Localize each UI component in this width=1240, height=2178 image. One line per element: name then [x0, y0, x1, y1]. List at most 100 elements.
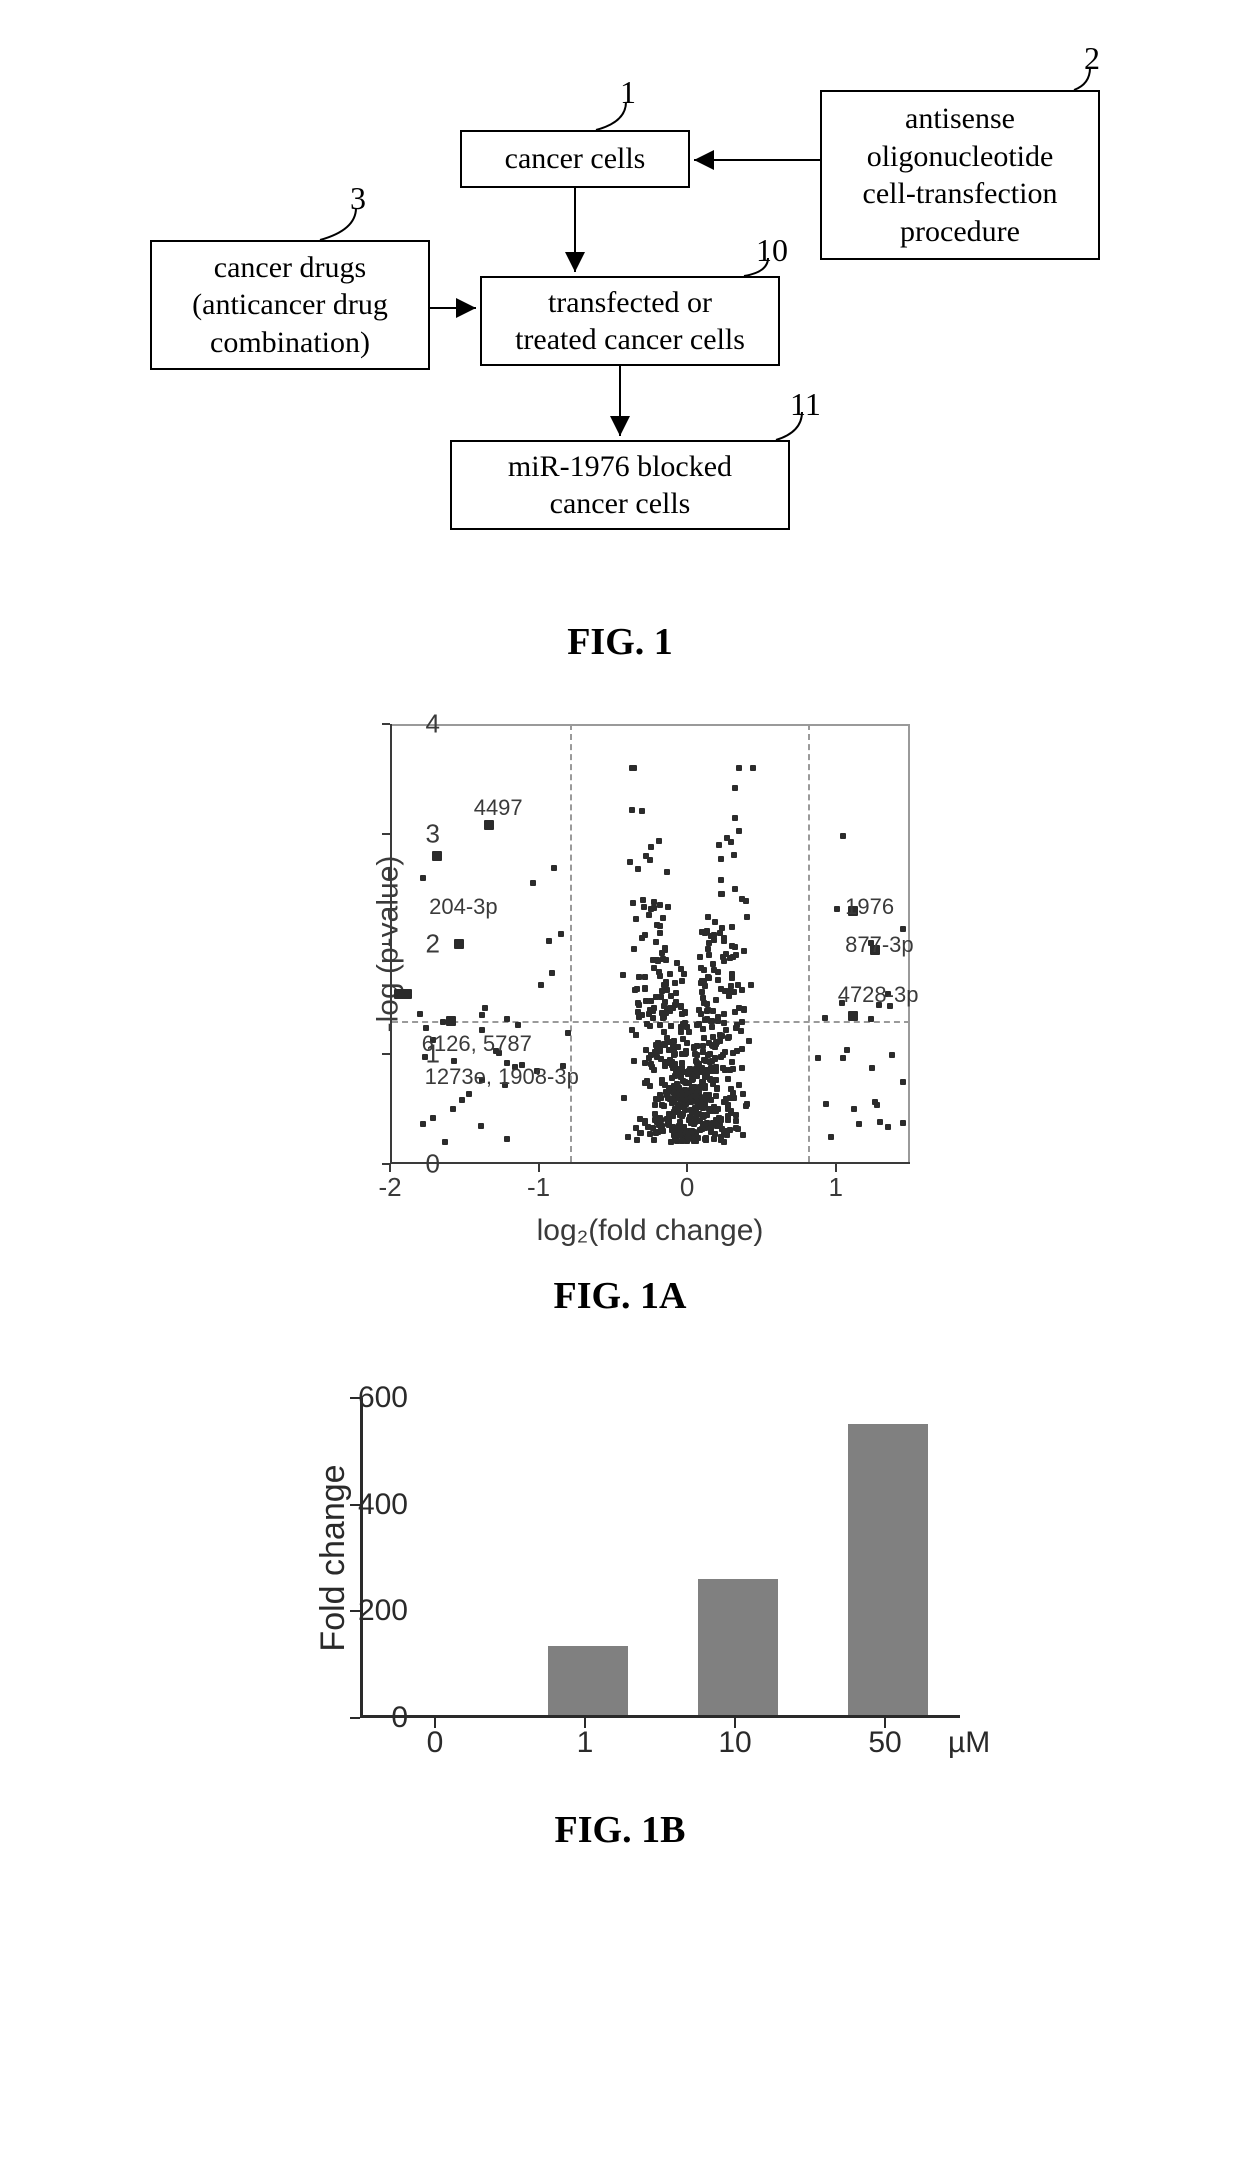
- scatter-point: [705, 914, 711, 920]
- scatter-point: [840, 833, 846, 839]
- scatter-point: [657, 973, 663, 979]
- scatter-point: [484, 820, 494, 830]
- scatter-point: [551, 865, 557, 871]
- scatter-point: [705, 1007, 711, 1013]
- scatter-point: [725, 1106, 731, 1112]
- scatter-point: [647, 1083, 653, 1089]
- scatter-point: [668, 1023, 674, 1029]
- scatter-point: [633, 916, 639, 922]
- scatter-point: [450, 1106, 456, 1112]
- scatter-point: [718, 877, 724, 883]
- fig1a-annotation: 4728-3p: [838, 982, 919, 1008]
- scatter-point: [708, 1065, 714, 1071]
- scatter-point: [740, 1132, 746, 1138]
- scatter-point: [648, 1052, 654, 1058]
- scatter-point: [725, 1076, 731, 1082]
- scatter-point: [815, 1055, 821, 1061]
- scatter-point: [665, 904, 671, 910]
- scatter-point: [856, 1121, 862, 1127]
- scatter-point: [746, 1038, 752, 1044]
- node-text: transfected ortreated cancer cells: [515, 284, 745, 359]
- scatter-point: [627, 859, 633, 865]
- scatter-point: [621, 1095, 627, 1101]
- scatter-point: [840, 1055, 846, 1061]
- scatter-point: [641, 904, 647, 910]
- bar: [548, 1646, 628, 1715]
- scatter-point: [708, 1125, 714, 1131]
- scatter-point: [678, 966, 684, 972]
- scatter-point: [708, 1077, 714, 1083]
- scatter-point: [661, 1014, 667, 1020]
- bar: [848, 1424, 928, 1715]
- scatter-point: [733, 952, 739, 958]
- scatter-point: [723, 1027, 729, 1033]
- node-mir1976-blocked: miR-1976 blockedcancer cells: [450, 440, 790, 530]
- scatter-point: [666, 1118, 672, 1124]
- fig1a-annotation: 1976: [845, 894, 894, 920]
- scatter-point: [696, 1061, 702, 1067]
- fig1b-xtick: 50: [868, 1726, 901, 1760]
- scatter-point: [651, 1137, 657, 1143]
- scatter-point: [466, 1091, 472, 1097]
- scatter-point: [688, 1120, 694, 1126]
- scatter-point: [678, 1029, 684, 1035]
- scatter-point: [713, 1108, 719, 1114]
- scatter-point: [690, 1074, 696, 1080]
- scatter-point: [694, 1052, 700, 1058]
- scatter-point: [711, 1136, 717, 1142]
- scatter-point: [750, 765, 756, 771]
- scatter-point: [874, 1102, 880, 1108]
- scatter-point: [736, 828, 742, 834]
- scatter-point: [735, 1126, 741, 1132]
- scatter-point: [631, 1058, 637, 1064]
- scatter-point: [653, 1042, 659, 1048]
- scatter-point: [700, 1079, 706, 1085]
- fig1b-unit-label: µM: [948, 1726, 990, 1760]
- scatter-point: [721, 1020, 727, 1026]
- scatter-point: [680, 1111, 686, 1117]
- scatter-point: [667, 971, 673, 977]
- scatter-point: [430, 1115, 436, 1121]
- scatter-point: [699, 989, 705, 995]
- scatter-point: [900, 1120, 906, 1126]
- scatter-point: [652, 1117, 658, 1123]
- scatter-point: [706, 975, 712, 981]
- scatter-point: [877, 1119, 883, 1125]
- scatter-point: [713, 1093, 719, 1099]
- scatter-point: [698, 965, 704, 971]
- scatter-point: [664, 869, 670, 875]
- fig1b-caption: FIG. 1B: [220, 1808, 1020, 1852]
- scatter-point: [652, 1102, 658, 1108]
- scatter-point: [643, 853, 649, 859]
- scatter-point: [442, 1139, 448, 1145]
- fig1a-annotation: 204-3p: [429, 894, 498, 920]
- scatter-point: [736, 765, 742, 771]
- scatter-point: [739, 1065, 745, 1071]
- scatter-point: [699, 929, 705, 935]
- scatter-point: [647, 1023, 653, 1029]
- scatter-point: [687, 1066, 693, 1072]
- scatter-point: [661, 1041, 667, 1047]
- scatter-point: [741, 948, 747, 954]
- scatter-point: [733, 1118, 739, 1124]
- scatter-point: [900, 1079, 906, 1085]
- node-transfected-cells: transfected ortreated cancer cells: [480, 276, 780, 366]
- scatter-point: [672, 980, 678, 986]
- scatter-point: [671, 1132, 677, 1138]
- scatter-point: [482, 1005, 488, 1011]
- scatter-point: [679, 978, 685, 984]
- scatter-point: [515, 1022, 521, 1028]
- node-cancer-cells: cancer cells: [460, 130, 690, 188]
- scatter-point: [679, 1092, 685, 1098]
- fig1a-plot-area: 4497204-3p6126, 57871273e, 1908-3p197687…: [390, 724, 910, 1164]
- scatter-point: [738, 1028, 744, 1034]
- scatter-point: [823, 1101, 829, 1107]
- scatter-point: [636, 1002, 642, 1008]
- scatter-point: [549, 970, 555, 976]
- node-antisense-oligo: antisenseoligonucleotidecell-transfectio…: [820, 90, 1100, 260]
- node-id-1: 1: [620, 74, 636, 111]
- scatter-point: [732, 815, 738, 821]
- scatter-point: [682, 1010, 688, 1016]
- scatter-point: [656, 838, 662, 844]
- fig1b-ytick: 400: [358, 1488, 408, 1522]
